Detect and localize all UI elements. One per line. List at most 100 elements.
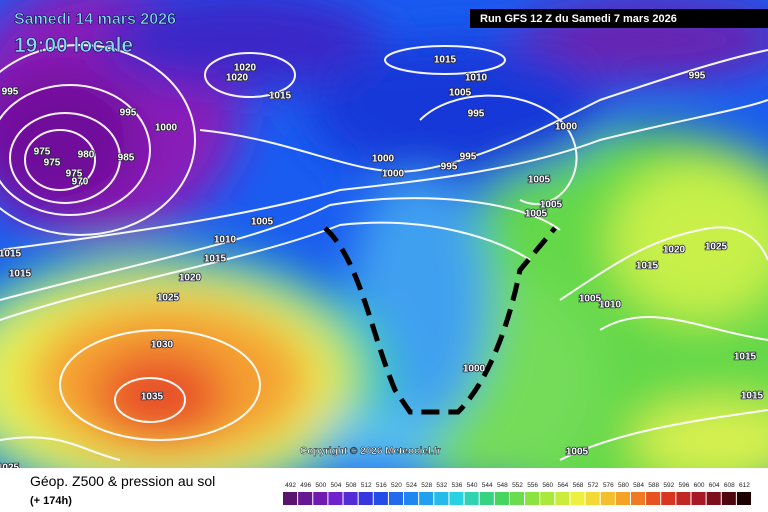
isobar-label: 1005 xyxy=(251,217,274,228)
lead-time: (+ 174h) xyxy=(30,495,72,507)
isobar-label: 1015 xyxy=(9,269,32,280)
isobar-label: 985 xyxy=(118,153,135,164)
isobar-label: 975 xyxy=(34,147,51,158)
isobar-label: 1005 xyxy=(579,294,602,305)
scale-swatch xyxy=(388,492,404,505)
scale-label: 592 xyxy=(663,482,674,489)
scale-label: 544 xyxy=(482,482,493,489)
scale-swatch xyxy=(328,492,343,505)
scale-swatch xyxy=(479,492,494,505)
scale-swatch xyxy=(570,492,585,505)
copyright: Copyright © 2026 Meteociel.fr xyxy=(300,446,441,457)
scale-swatch xyxy=(373,492,388,505)
isobar-label: 1020 xyxy=(179,273,202,284)
scale-label: 600 xyxy=(694,482,705,489)
scale-swatch xyxy=(298,492,313,505)
scale-label: 532 xyxy=(436,482,447,489)
scale-label: 608 xyxy=(724,482,735,489)
isobar-label: 995 xyxy=(689,71,706,82)
isobar-label: 1020 xyxy=(234,63,257,74)
scale-label: 588 xyxy=(648,482,659,489)
isobar-label: 975 xyxy=(66,169,83,180)
isobar-label: 1005 xyxy=(449,88,472,99)
scale-swatch xyxy=(449,492,464,505)
isobar-label: 995 xyxy=(120,108,137,119)
isobar-label: 1005 xyxy=(540,200,563,211)
scale-swatch xyxy=(283,492,298,505)
isobar-label: 1035 xyxy=(141,392,164,403)
isobar-label: 1025 xyxy=(157,293,180,304)
isobar-label: 975 xyxy=(44,158,61,169)
scale-swatch xyxy=(404,492,419,505)
scale-label: 612 xyxy=(739,482,750,489)
scale-swatch xyxy=(661,492,676,505)
isobar-label: 1010 xyxy=(599,300,622,311)
scale-label: 552 xyxy=(512,482,523,489)
isobar-label: 1025 xyxy=(0,463,20,474)
isobar-label: 1000 xyxy=(463,364,486,375)
scale-swatch xyxy=(615,492,630,505)
isobar-label: 1025 xyxy=(705,242,728,253)
scale-label: 576 xyxy=(603,482,614,489)
isobar-label: 1015 xyxy=(204,254,227,265)
scale-swatch xyxy=(706,492,721,505)
isobar-label: 995 xyxy=(441,162,458,173)
isobar-label: 970 xyxy=(72,177,89,188)
scale-label: 524 xyxy=(406,482,417,489)
isobar-label: 1000 xyxy=(372,154,395,165)
scale-swatch xyxy=(464,492,479,505)
scale-swatch xyxy=(736,492,751,505)
scale-label: 492 xyxy=(285,482,296,489)
isobar-label: 1015 xyxy=(636,261,659,272)
isobar-label: 1015 xyxy=(734,352,757,363)
scale-swatch xyxy=(691,492,706,505)
isobar-label: 1000 xyxy=(555,122,578,133)
scale-label: 528 xyxy=(421,482,432,489)
scale-swatch xyxy=(721,492,736,505)
scale-label: 516 xyxy=(376,482,387,489)
isobar-label: 1020 xyxy=(226,73,249,84)
isobar-label: 995 xyxy=(460,152,477,163)
isobar-label: 1005 xyxy=(566,447,589,458)
isobar-label: 1015 xyxy=(434,55,457,66)
scale-swatch xyxy=(540,492,555,505)
isobar-label: 980 xyxy=(78,150,95,161)
scale-swatch xyxy=(419,492,434,505)
scale-label: 496 xyxy=(300,482,311,489)
scale-label: 596 xyxy=(678,482,689,489)
legend-title: Géop. Z500 & pression au sol xyxy=(30,473,215,489)
run-box xyxy=(470,9,768,28)
scale-label: 512 xyxy=(361,482,372,489)
scale-label: 560 xyxy=(542,482,553,489)
scale-swatch xyxy=(509,492,525,505)
isobar-label: 1010 xyxy=(465,73,488,84)
isobar-label: 1000 xyxy=(155,123,178,134)
scale-label: 556 xyxy=(527,482,538,489)
isobar-label: 1010 xyxy=(214,235,237,246)
isobar-label: 995 xyxy=(468,109,485,120)
scale-swatch xyxy=(676,492,691,505)
scale-swatch xyxy=(313,492,328,505)
scale-label: 500 xyxy=(315,482,326,489)
isobar-label: 1030 xyxy=(151,340,174,351)
isobar-label: 1005 xyxy=(528,175,551,186)
scale-swatch xyxy=(555,492,570,505)
scale-label: 504 xyxy=(331,482,342,489)
valid-time: 19:00 locale xyxy=(14,34,133,57)
scale-swatch xyxy=(358,492,373,505)
scale-label: 580 xyxy=(618,482,629,489)
isobar-label: 1015 xyxy=(269,91,292,102)
scale-swatch xyxy=(343,492,358,505)
scale-label: 536 xyxy=(452,482,463,489)
isobar-label: 1000 xyxy=(382,169,405,180)
scale-label: 520 xyxy=(391,482,402,489)
valid-date: Samedi 14 mars 2026 xyxy=(14,11,176,28)
run-info: Run GFS 12 Z du Samedi 7 mars 2026 xyxy=(480,13,677,25)
scale-label: 584 xyxy=(633,482,644,489)
scale-label: 604 xyxy=(709,482,720,489)
scale-swatch xyxy=(494,492,509,505)
scale-label: 508 xyxy=(346,482,357,489)
scale-label: 564 xyxy=(557,482,568,489)
